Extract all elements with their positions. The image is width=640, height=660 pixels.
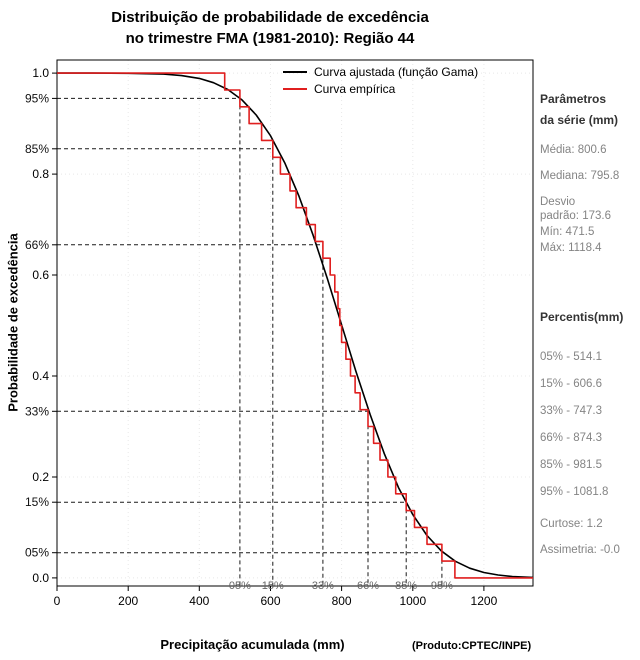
legend-fitted-label: Curva ajustada (função Gama) (314, 64, 479, 79)
stat-line: Mediana: 795.8 (540, 170, 620, 182)
y-tick-label: 1.0 (32, 66, 49, 80)
stat-line: Desvio padrão: 173.6 (540, 196, 611, 222)
stats-sidebar: Parâmetros da série (mm) Média: 800.6 Med… (540, 92, 637, 569)
legend-empirical-label: Curva empírica (314, 81, 396, 96)
plot-border (56, 59, 534, 587)
fitted-curve-path (57, 72, 534, 579)
y-percent-label: 95% (25, 91, 49, 105)
chart-title: Distribuição de probabilidade de excedên… (15, 7, 525, 49)
skewness-value: Assimetria: -0.0 (540, 544, 620, 556)
x-tick-label: 1000 (399, 594, 426, 608)
x-tick-label: 400 (189, 594, 209, 608)
stat-line: Mín: 471.5 (540, 226, 595, 238)
legend-item-empirical: Curva empírica (283, 80, 478, 97)
x-percent-label: 66% (357, 580, 379, 592)
gridlines (56, 60, 533, 586)
x-tick-label: 200 (118, 594, 138, 608)
percentile-guides (57, 97, 443, 586)
y-percent-label: 15% (25, 495, 49, 509)
percentile-line: 85% - 981.5 (540, 459, 603, 471)
x-percent-label: 15% (262, 580, 284, 592)
y-tick-label: 0.6 (32, 268, 49, 282)
percentile-line: 05% - 514.1 (540, 351, 603, 363)
y-percent-label: 05% (25, 546, 49, 560)
fitted-line-swatch (283, 70, 307, 73)
y-tick-label: 0.8 (32, 167, 49, 181)
axis-tick-labels: 0 200 400 600 800 1000 1200 0.0 0.2 0.4 0.6 0.8 1.0 9… (25, 66, 498, 608)
x-tick-label: 800 (332, 594, 352, 608)
chart-title-line2: no trimestre FMA (1981-2010): Região 44 (125, 30, 415, 47)
params-header-line2: da série (mm) (540, 113, 619, 127)
kurtosis-value: Curtose: 1.2 (540, 518, 603, 530)
x-percent-label: 05% (229, 580, 251, 592)
y-percent-label: 33% (25, 404, 49, 418)
x-axis-title: Precipitação acumulada (mm) (160, 637, 345, 652)
legend-item-fitted: Curva ajustada (função Gama) (283, 63, 478, 80)
x-tick-label: 1200 (471, 594, 498, 608)
y-tick-label: 0.2 (32, 470, 49, 484)
stat-line: Média: 800.6 (540, 144, 607, 156)
params-header-line1: Parâmetros (540, 92, 607, 106)
percentile-line: 33% - 747.3 (540, 405, 603, 417)
percentile-line: 95% - 1081.8 (540, 486, 609, 498)
y-percent-label: 66% (25, 238, 49, 252)
x-percent-label: 85% (395, 580, 417, 592)
axis-ticks (52, 72, 485, 591)
x-tick-label: 0 (54, 594, 61, 608)
y-axis-title: Probabilidade de excedência (5, 233, 21, 412)
y-percent-label: 85% (25, 142, 49, 156)
y-tick-label: 0.0 (32, 571, 49, 585)
empirical-line-swatch (283, 87, 307, 90)
percentile-line: 15% - 606.6 (540, 378, 603, 390)
chart-title-line1: Distribuição de probabilidade de excedên… (111, 9, 429, 26)
x-tick-label: 600 (260, 594, 280, 608)
stat-line: Máx: 1118.4 (540, 242, 602, 254)
empirical-curve-path (57, 72, 533, 579)
percentiles-list: 05% - 514.1 15% - 606.6 33% - 747.3 66% - 8… (540, 350, 637, 499)
y-tick-label: 0.4 (32, 369, 49, 383)
x-percent-label: 95% (431, 580, 453, 592)
percentiles-header: Percentis(mm) (540, 310, 624, 324)
series-stats-list: Média: 800.6 Mediana: 795.8 Desvio padrão:… (540, 143, 637, 255)
percentile-line: 66% - 874.3 (540, 432, 603, 444)
chart-legend: Curva ajustada (função Gama) Curva empír… (283, 63, 478, 97)
product-credit: (Produto:CPTEC/INPE) (412, 640, 532, 652)
x-percent-label: 33% (312, 580, 334, 592)
